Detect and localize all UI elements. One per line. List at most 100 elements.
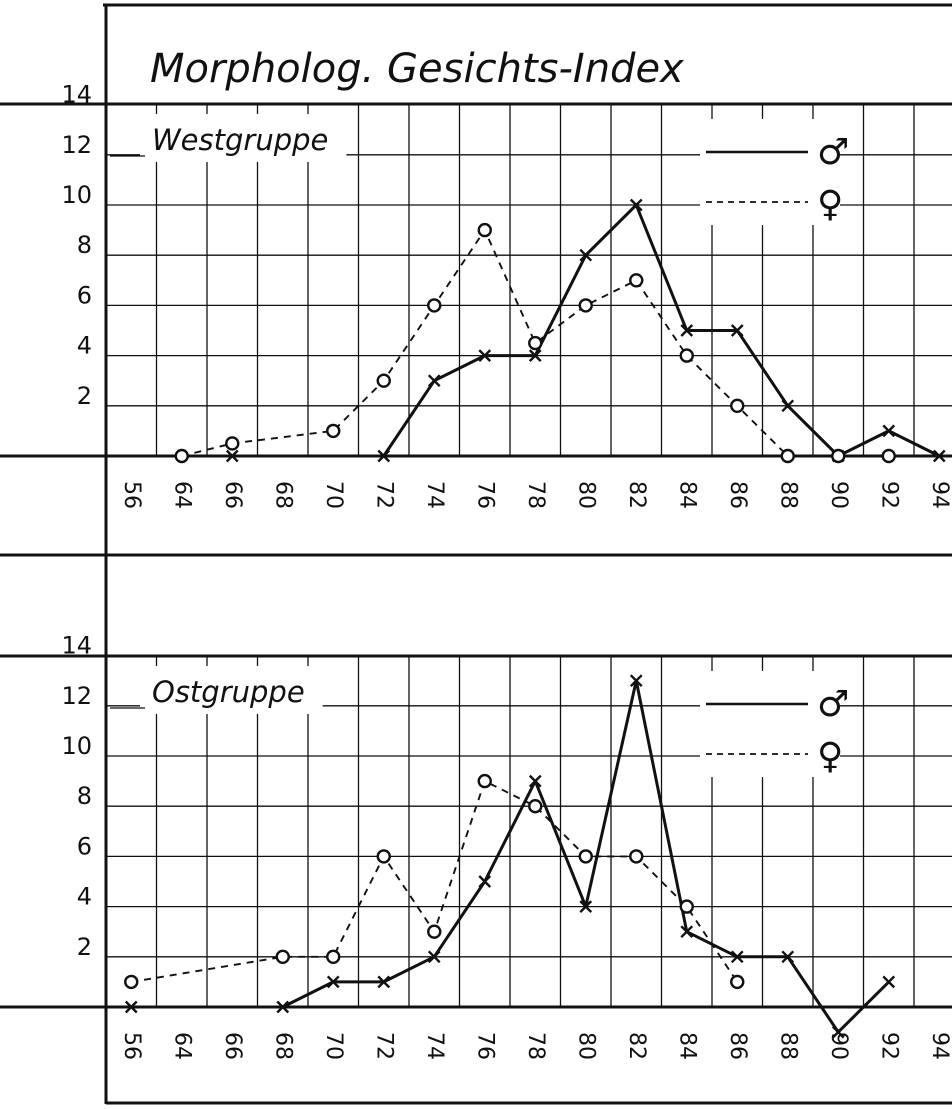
male-point-marker [831,1025,845,1039]
y-tick-label: 6 [77,832,92,860]
male-point-marker [225,449,239,463]
male-point-marker [629,198,643,212]
x-tick-label: 56 [119,481,144,509]
x-tick-label: 72 [371,481,396,509]
panel-label: Ostgruppe [152,675,305,709]
x-tick-label: 94 [927,1032,952,1060]
male-point-marker [478,875,492,888]
x-tick-label: 92 [876,481,901,509]
x-tick-label: 74 [422,1032,447,1060]
y-tick-label: 4 [77,883,92,911]
male-point-marker [730,324,744,337]
female-series-line [131,780,739,983]
y-tick-label: 6 [77,281,92,309]
female-point-marker [629,849,644,864]
x-tick-label: 56 [119,1032,144,1060]
figure-title: Morpholog. Gesichts-Index [150,46,684,92]
male-point-marker [528,774,542,788]
y-tick-label: 10 [61,181,92,209]
y-tick-label: 14 [61,632,92,660]
x-tick-label: 84 [674,1032,699,1060]
x-tick-label: 76 [472,1032,497,1060]
male-series-line [131,679,890,1034]
male-point-marker [427,374,441,388]
x-tick-label: 86 [725,481,750,509]
x-tick-label: 76 [472,481,497,509]
female-point-marker [225,436,240,451]
female-point-marker [780,448,795,464]
female-point-marker [124,974,139,990]
x-tick-label: 82 [624,481,649,509]
legend-male-symbol: ♂ [817,684,849,725]
female-point-marker [326,423,341,439]
x-tick-label: 88 [775,1032,800,1060]
female-point-marker [376,373,391,388]
male-point-marker [326,975,340,989]
male-point-marker [427,950,441,964]
female-point-marker [275,949,290,964]
female-point-marker [679,348,694,363]
female-point-marker [326,949,341,964]
y-tick-label: 4 [77,332,92,360]
female-point-marker [477,222,492,238]
x-tick-label: 64 [169,1032,194,1060]
female-point-marker [679,899,694,914]
female-point-marker [881,448,896,464]
x-tick-label: 74 [422,481,447,509]
female-point-marker [427,924,442,939]
male-point-marker [579,900,593,913]
female-series-line [181,229,889,457]
x-tick-label: 88 [775,481,800,509]
x-tick-label: 68 [270,1032,295,1060]
male-point-marker [124,1000,138,1014]
x-tick-label: 80 [573,1032,598,1060]
legend-backing [700,119,840,225]
y-tick-label: 8 [77,782,92,810]
panel-label-backing [140,114,347,162]
female-point-marker [629,273,644,288]
x-tick-label: 80 [573,481,598,509]
x-tick-label: 70 [321,1032,346,1060]
x-tick-label: 78 [523,481,548,509]
male-point-marker [730,950,744,964]
female-point-marker [730,974,745,990]
y-tick-label: 14 [61,81,92,109]
male-point-marker [932,449,946,463]
x-tick-label: 70 [321,481,346,509]
male-point-marker [276,1000,290,1014]
y-tick-label: 2 [77,933,92,961]
y-tick-label: 8 [77,231,92,259]
legend-female-symbol: ♀ [817,184,843,225]
x-tick-label: 84 [674,481,699,509]
female-point-marker [578,298,593,313]
panel-label-backing [140,666,323,714]
female-point-marker [730,398,745,413]
male-point-marker [781,950,795,964]
panel-label: Westgruppe [152,123,328,157]
x-tick-label: 90 [826,481,851,509]
y-tick-label: 2 [77,382,92,410]
female-point-marker [477,773,492,789]
female-point-marker [831,448,846,464]
male-point-marker [882,424,896,438]
male-point-marker [478,349,492,362]
male-point-marker [579,248,593,262]
male-point-marker [377,449,391,463]
x-tick-label: 68 [270,481,295,509]
male-point-marker [377,975,391,989]
x-tick-label: 66 [220,1032,245,1060]
female-point-marker [528,799,543,814]
x-tick-label: 86 [725,1032,750,1060]
x-tick-label: 66 [220,481,245,509]
y-tick-label: 12 [61,131,92,159]
female-point-marker [427,298,442,313]
male-point-marker [629,674,643,688]
y-tick-label: 12 [61,682,92,710]
x-tick-label: 94 [927,481,952,509]
legend-backing [700,671,840,777]
female-point-marker [376,849,391,864]
x-tick-label: 92 [876,1032,901,1060]
